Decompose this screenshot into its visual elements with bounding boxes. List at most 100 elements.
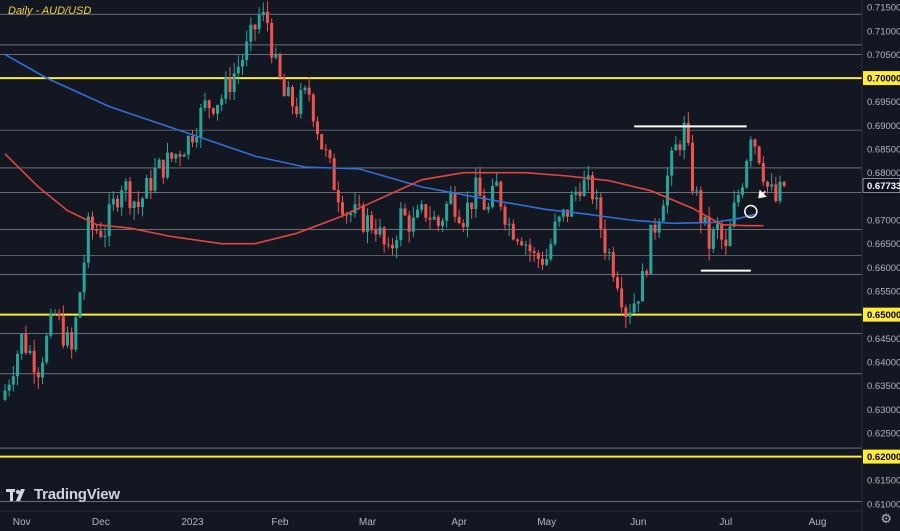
candle-body bbox=[378, 227, 382, 235]
candle-body bbox=[116, 198, 119, 208]
candle-body bbox=[161, 159, 165, 178]
candle-body bbox=[661, 205, 665, 222]
candle-body bbox=[524, 244, 528, 246]
candle-body bbox=[691, 142, 694, 192]
candle-body bbox=[382, 227, 386, 245]
candle-body bbox=[641, 271, 644, 302]
candle-body bbox=[57, 313, 61, 317]
time-tick-label: Jun bbox=[630, 517, 646, 528]
candle-body bbox=[478, 177, 482, 196]
candle-body bbox=[103, 235, 107, 237]
candle-body bbox=[332, 158, 336, 191]
candle-body bbox=[595, 197, 599, 200]
time-axis[interactable]: Nov Dec 2023 Feb Mar Apr May Jun Jul Aug bbox=[0, 510, 862, 528]
candle-body bbox=[766, 181, 769, 187]
candle-body bbox=[232, 73, 236, 93]
candle-body bbox=[186, 136, 190, 155]
candle-body bbox=[349, 213, 353, 215]
price-tick-label: 0.63000 bbox=[867, 405, 900, 416]
candle-body bbox=[261, 11, 265, 16]
candle-body bbox=[532, 251, 536, 253]
candle-body bbox=[486, 206, 490, 210]
candle-body bbox=[761, 162, 765, 182]
candle-body bbox=[541, 258, 544, 265]
candle-body bbox=[566, 209, 569, 217]
candle-body bbox=[474, 177, 478, 209]
candle-body bbox=[70, 332, 74, 350]
candle-body bbox=[461, 223, 465, 227]
current-price-tag bbox=[862, 178, 900, 193]
candle-body bbox=[282, 77, 286, 97]
candle-body bbox=[670, 150, 674, 176]
price-tick-label: 0.71000 bbox=[867, 26, 900, 37]
candle-body bbox=[241, 59, 244, 67]
price-tick-label: 0.64500 bbox=[867, 334, 900, 345]
candle-body bbox=[157, 159, 161, 169]
candle-body bbox=[361, 204, 365, 232]
candle-body bbox=[370, 215, 374, 230]
gear-icon[interactable]: ⚙ bbox=[880, 512, 892, 527]
candle-body bbox=[307, 87, 311, 95]
candle-body bbox=[482, 195, 486, 210]
candle-body bbox=[174, 154, 178, 159]
candle-body bbox=[520, 241, 524, 246]
price-axis[interactable]: 0.71500 0.71000 0.70500 0.70000 0.69500 0.690… bbox=[861, 0, 900, 531]
candle-body bbox=[782, 181, 786, 186]
candle-body bbox=[561, 209, 565, 217]
candle-body bbox=[674, 144, 678, 151]
candle-body bbox=[66, 332, 69, 346]
candle-body bbox=[149, 178, 153, 191]
candle-body bbox=[528, 244, 532, 252]
candle-body bbox=[295, 106, 299, 115]
candle-body bbox=[624, 307, 628, 318]
candle-body bbox=[466, 202, 469, 227]
candle-body bbox=[632, 303, 636, 313]
candle-body bbox=[291, 87, 294, 107]
candle-body bbox=[745, 161, 749, 188]
candle-body bbox=[557, 216, 561, 222]
candle-body bbox=[403, 208, 407, 216]
candle-body bbox=[145, 178, 149, 199]
candle-body bbox=[124, 181, 128, 191]
candle-body bbox=[453, 191, 457, 217]
candle-body bbox=[732, 202, 736, 227]
candle-body bbox=[536, 252, 540, 259]
candle-body bbox=[724, 239, 728, 247]
candle-body bbox=[249, 24, 253, 42]
candle-body bbox=[707, 216, 711, 249]
candle-body bbox=[666, 175, 669, 206]
candle-body bbox=[749, 139, 753, 162]
candle-body bbox=[553, 221, 557, 244]
candle-body bbox=[741, 187, 744, 195]
candle-body bbox=[245, 41, 249, 60]
candle-body bbox=[178, 154, 182, 157]
candle-body bbox=[436, 216, 440, 226]
price-tick-label: 0.69500 bbox=[867, 97, 900, 108]
candle-body bbox=[228, 77, 232, 93]
time-tick-label: Feb bbox=[271, 517, 289, 528]
candle-body bbox=[770, 184, 774, 187]
candle-body bbox=[153, 168, 157, 191]
highlight-circle bbox=[744, 204, 758, 219]
tradingview-logo-icon bbox=[6, 488, 30, 502]
candle-body bbox=[120, 190, 124, 208]
candle-body bbox=[649, 224, 653, 274]
candle-body bbox=[320, 134, 324, 150]
candle-body bbox=[136, 201, 140, 208]
price-tick-label: 0.61500 bbox=[867, 476, 900, 487]
candle-body bbox=[470, 202, 474, 209]
price-tick-label: 0.68000 bbox=[867, 168, 900, 179]
candle-body bbox=[507, 223, 511, 225]
candle-body bbox=[586, 175, 590, 180]
candle-body bbox=[495, 181, 499, 186]
candle-body bbox=[99, 230, 103, 237]
candle-body bbox=[220, 98, 224, 105]
candle-body bbox=[703, 216, 707, 223]
horizontal-lines-layer bbox=[0, 13, 862, 502]
logo-text: TradingView bbox=[34, 486, 120, 503]
candle-body bbox=[736, 194, 740, 203]
candle-body bbox=[657, 221, 661, 233]
candle-body bbox=[432, 216, 436, 220]
candle-body bbox=[216, 104, 219, 114]
